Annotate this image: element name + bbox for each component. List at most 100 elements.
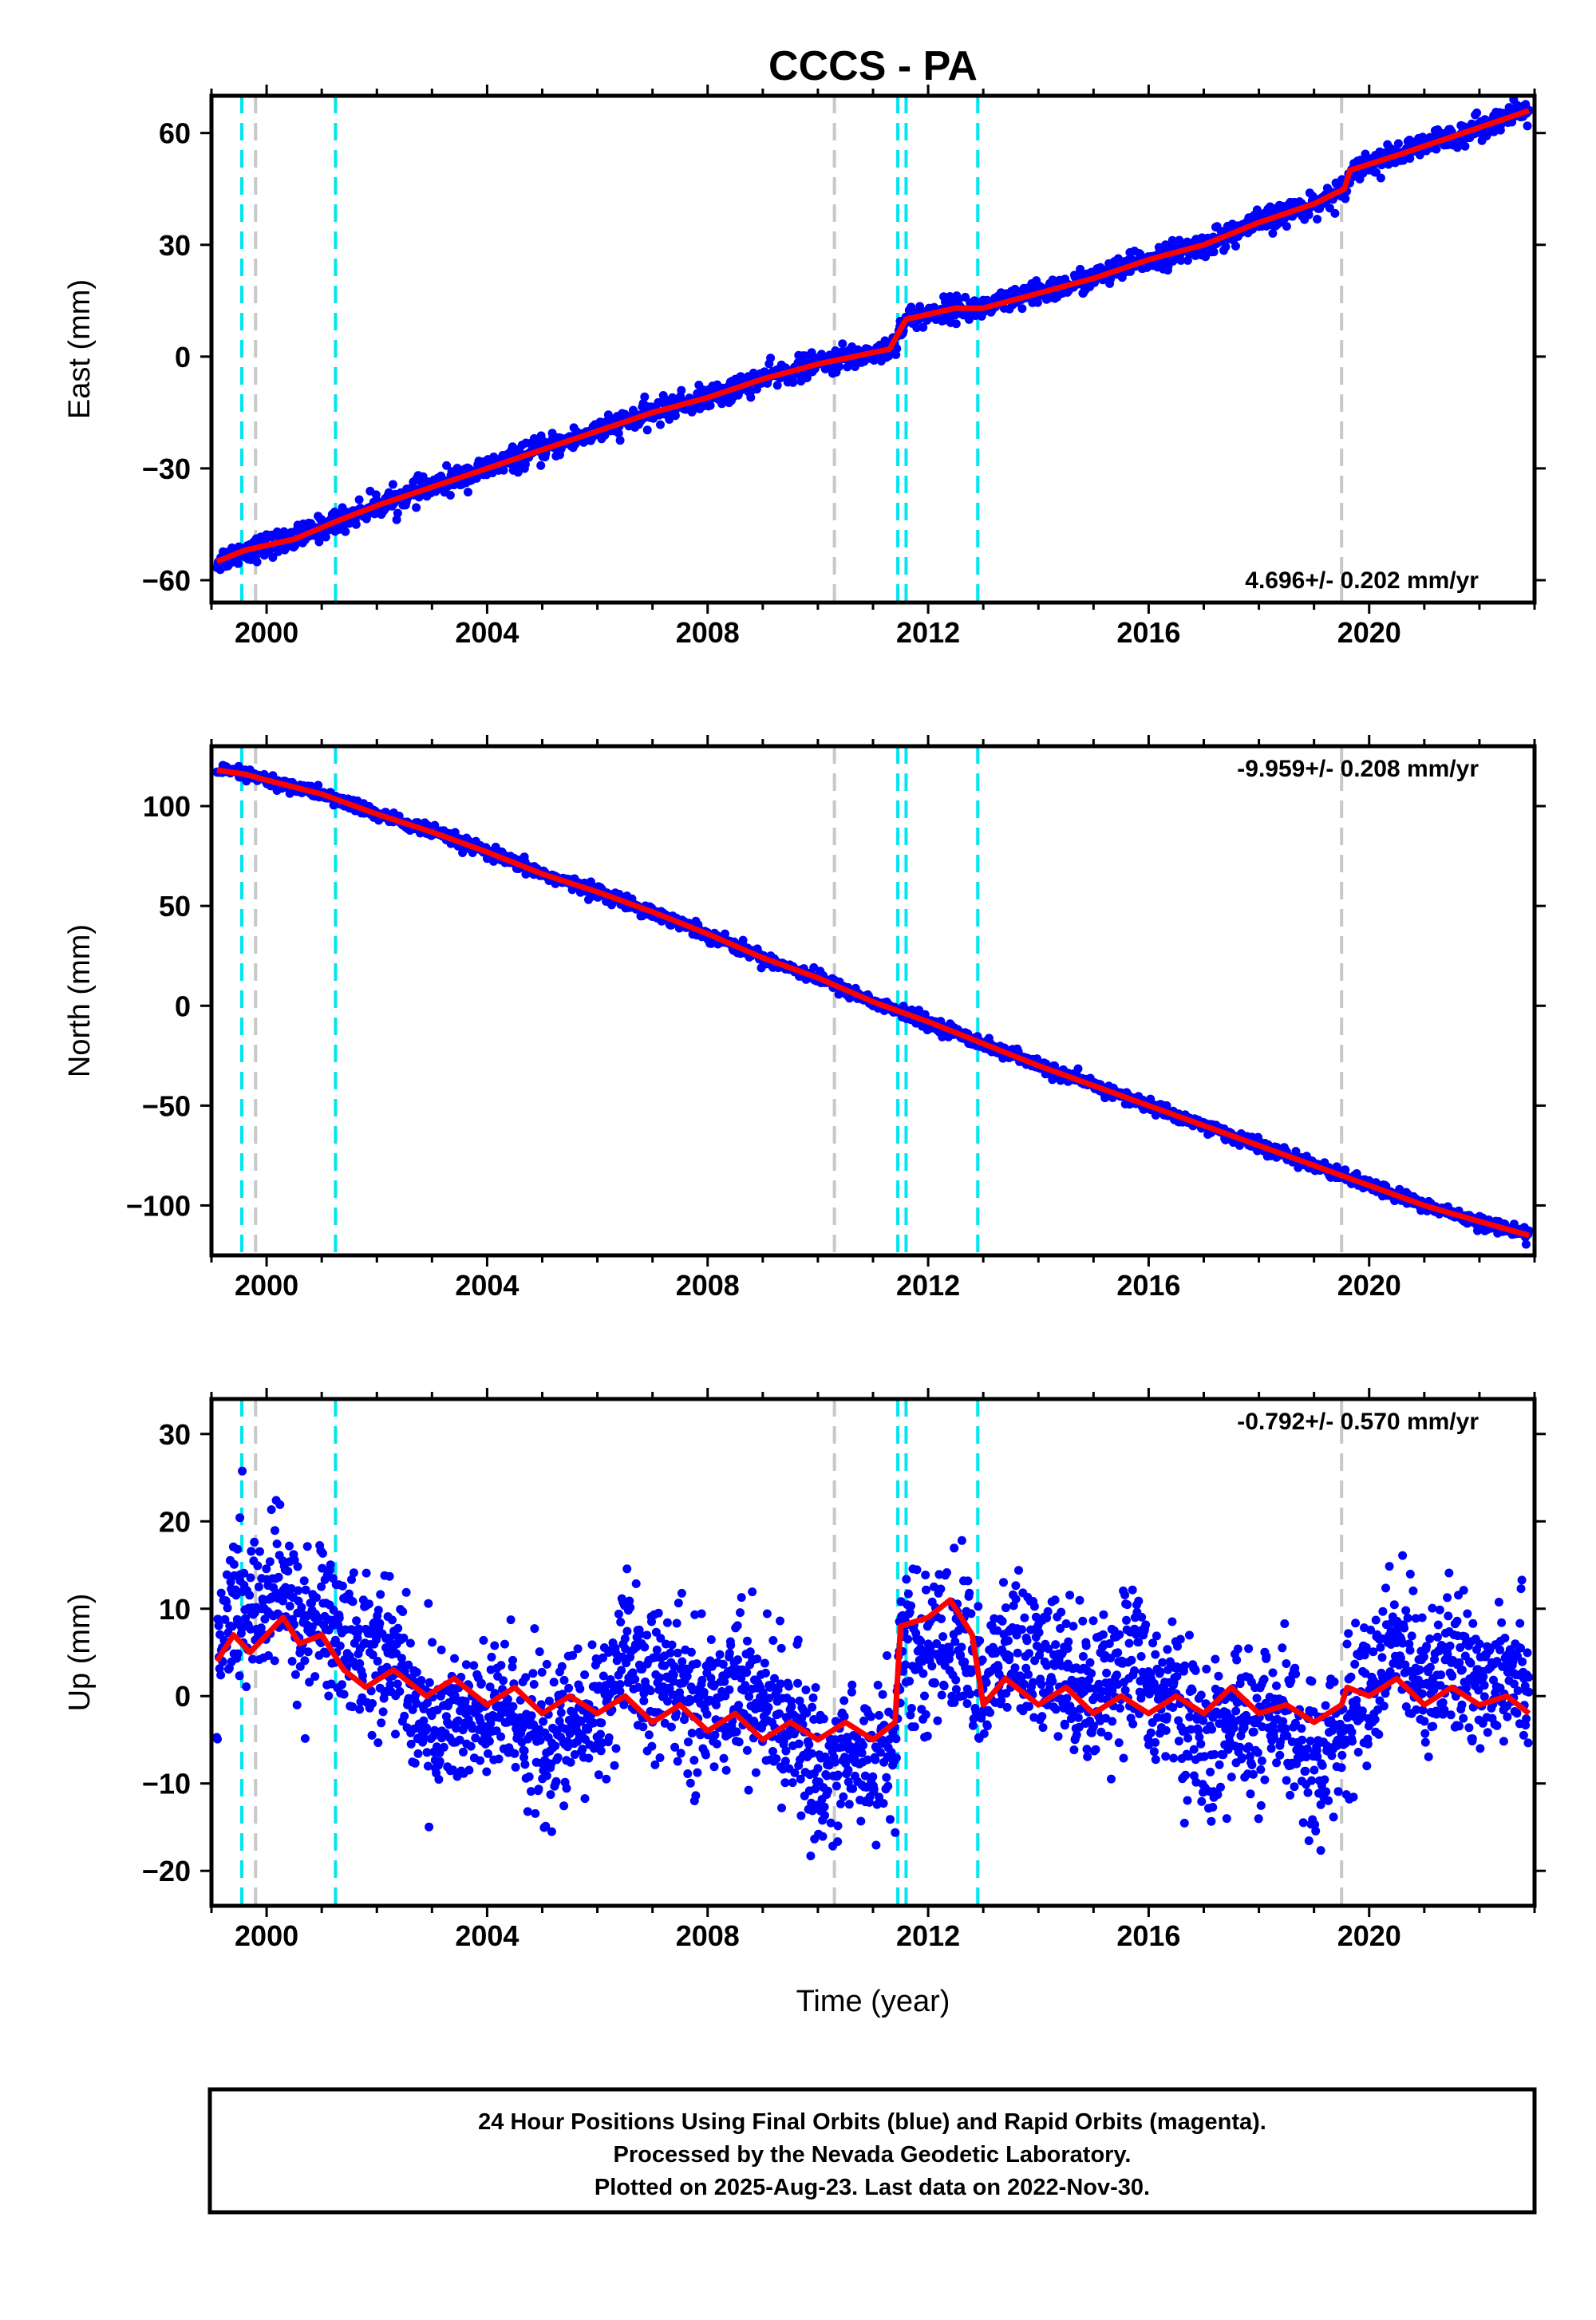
up-data-point — [312, 1593, 321, 1602]
up-data-point — [559, 1801, 568, 1810]
up-data-point — [560, 1676, 569, 1685]
up-data-point — [304, 1647, 313, 1656]
up-data-point — [266, 1557, 275, 1566]
up-data-point — [871, 1841, 880, 1850]
up-data-point — [700, 1688, 709, 1697]
up-data-point — [673, 1619, 681, 1628]
up-data-point — [736, 1608, 745, 1617]
up-data-point — [801, 1686, 810, 1694]
up-data-point — [892, 1753, 901, 1762]
east-data-point — [616, 436, 625, 445]
up-data-point — [814, 1764, 823, 1773]
up-data-point — [630, 1675, 639, 1684]
up-data-point — [843, 1765, 852, 1774]
up-data-point — [768, 1636, 777, 1645]
east-data-point — [1231, 242, 1240, 251]
up-data-point — [963, 1576, 972, 1585]
north-x-tick-label: 2012 — [896, 1269, 960, 1302]
up-data-point — [482, 1768, 491, 1777]
up-data-point — [436, 1757, 444, 1766]
north-y-tick-label: 0 — [175, 990, 191, 1022]
up-data-point — [678, 1589, 686, 1598]
up-data-point — [584, 1754, 593, 1763]
up-data-point — [213, 1735, 222, 1744]
east-data-point — [253, 558, 262, 567]
up-data-point — [832, 1782, 841, 1791]
up-data-point — [883, 1782, 892, 1791]
up-data-point — [804, 1740, 813, 1749]
up-data-point — [745, 1786, 753, 1795]
up-data-point — [626, 1603, 634, 1612]
up-data-point — [554, 1753, 563, 1762]
up-data-point — [640, 1642, 649, 1651]
east-data-point — [352, 520, 361, 529]
east-rate-label: 4.696+/- 0.202 mm/yr — [1245, 567, 1479, 594]
east-y-tick-label: −60 — [142, 564, 191, 597]
east-data-point — [1394, 139, 1403, 148]
up-data-point — [508, 1702, 517, 1711]
up-data-point — [963, 1699, 972, 1708]
up-data-point — [933, 1717, 942, 1725]
up-data-point — [547, 1790, 555, 1799]
east-x-tick-label: 2008 — [676, 616, 740, 649]
up-data-point — [230, 1560, 239, 1569]
up-data-point — [688, 1729, 697, 1737]
up-data-point — [711, 1731, 720, 1740]
up-data-point — [777, 1644, 786, 1653]
east-x-tick-label: 2004 — [455, 616, 519, 649]
up-data-point — [753, 1654, 761, 1663]
up-data-point — [763, 1610, 772, 1618]
up-data-point — [903, 1635, 912, 1644]
up-data-point — [689, 1756, 698, 1765]
up-data-point — [235, 1513, 244, 1522]
up-data-point — [350, 1568, 358, 1577]
up-data-point — [904, 1590, 913, 1599]
up-data-point — [684, 1737, 693, 1746]
east-data-point — [835, 362, 843, 371]
up-data-point — [882, 1773, 891, 1782]
north-y-tick-label: 50 — [159, 890, 191, 923]
up-data-point — [581, 1794, 590, 1803]
up-data-point — [667, 1723, 676, 1732]
up-data-point — [267, 1505, 276, 1514]
up-data-point — [922, 1586, 930, 1595]
east-data-point — [1460, 142, 1469, 151]
up-data-point — [777, 1804, 786, 1812]
east-data-point — [500, 466, 508, 475]
east-data-point — [536, 461, 545, 470]
east-data-point — [1472, 109, 1481, 117]
up-data-point — [761, 1669, 770, 1678]
east-data-point — [677, 386, 685, 395]
up-data-point — [743, 1637, 752, 1646]
up-data-point — [574, 1644, 583, 1653]
up-data-point — [748, 1587, 757, 1596]
up-data-point — [500, 1640, 509, 1649]
up-data-point — [781, 1747, 790, 1756]
up-data-point — [250, 1538, 259, 1547]
up-data-point — [725, 1686, 733, 1694]
up-data-point — [477, 1679, 486, 1688]
up-data-point — [687, 1648, 696, 1657]
up-data-point — [795, 1740, 804, 1749]
up-data-point — [467, 1742, 476, 1751]
up-data-point — [379, 1707, 388, 1716]
up-data-point — [393, 1680, 402, 1689]
up-data-point — [733, 1621, 742, 1630]
up-data-point — [335, 1614, 344, 1622]
up-data-point — [557, 1709, 566, 1717]
up-data-point — [388, 1615, 397, 1624]
up-data-point — [275, 1500, 284, 1509]
up-data-point — [697, 1610, 706, 1618]
up-data-point — [646, 1686, 655, 1695]
up-data-point — [746, 1647, 755, 1656]
up-data-point — [691, 1791, 700, 1800]
up-data-point — [725, 1649, 734, 1658]
up-data-point — [531, 1809, 539, 1818]
east-data-point — [1330, 209, 1339, 218]
up-data-point — [951, 1676, 960, 1685]
up-data-point — [523, 1807, 532, 1816]
up-data-point — [425, 1823, 433, 1832]
up-data-point — [352, 1616, 361, 1625]
up-data-point — [820, 1811, 829, 1820]
up-data-point — [760, 1659, 769, 1668]
